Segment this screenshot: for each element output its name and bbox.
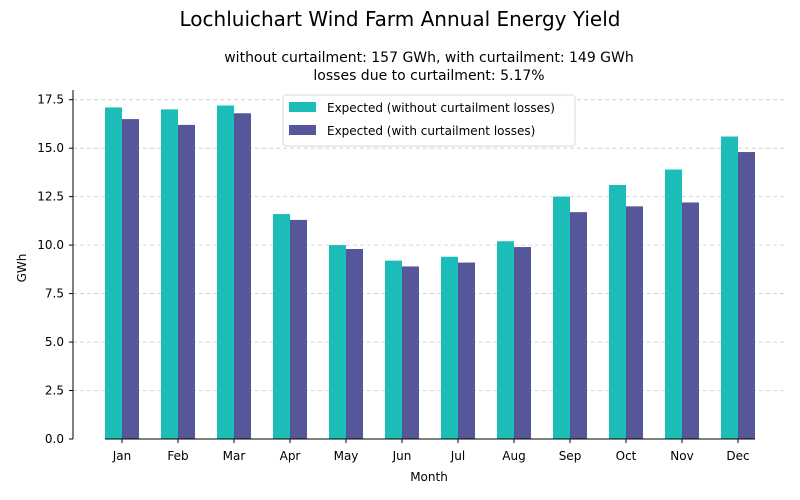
bar-sep-with-curtailment <box>570 212 587 439</box>
tick-labels: 0.0 2.5 5.0 7.5 10.0 12.5 15.0 17.5 Jan Feb Mar Apr… <box>37 93 749 463</box>
legend-frame <box>282 94 576 147</box>
bar-jan-without-curtailment <box>105 107 122 439</box>
legend-label-with-curtailment: Expected (with curtailment losses) <box>327 124 535 138</box>
x-tick-label: Jul <box>450 449 465 463</box>
bar-feb-with-curtailment <box>178 124 195 440</box>
bar-jun-with-curtailment <box>402 266 419 439</box>
legend-label-without-curtailment: Expected (without curtailment losses) <box>327 101 555 115</box>
x-tick-label: Nov <box>670 449 693 463</box>
y-axis-label: GWh <box>15 254 29 283</box>
bar-mar-without-curtailment <box>217 105 234 439</box>
bar-dec-without-curtailment <box>721 136 738 440</box>
bars <box>105 105 755 440</box>
x-tick-label: Mar <box>223 449 246 463</box>
bar-jul-without-curtailment <box>441 256 458 439</box>
x-tick-label: Dec <box>726 449 749 463</box>
y-tick-label: 0.0 <box>45 432 64 446</box>
y-tick-label: 2.5 <box>45 384 64 398</box>
x-tick-label: Oct <box>616 449 637 463</box>
x-tick-label: Sep <box>559 449 582 463</box>
x-tick-label: Apr <box>280 449 301 463</box>
legend-swatch-without-curtailment <box>289 102 316 112</box>
x-axis-label: Month <box>410 470 448 484</box>
chart-suptitle: Lochluichart Wind Farm Annual Energy Yie… <box>180 7 621 31</box>
bar-dec-with-curtailment <box>738 152 755 440</box>
x-tick-label: Aug <box>502 449 525 463</box>
bar-feb-without-curtailment <box>161 109 178 439</box>
bar-mar-with-curtailment <box>234 113 251 440</box>
chart-subtitle-line1: without curtailment: 157 GWh, with curta… <box>224 50 634 66</box>
bar-may-with-curtailment <box>346 248 363 439</box>
y-tick-label: 5.0 <box>45 335 64 349</box>
axes <box>69 90 755 443</box>
x-tick-label: Feb <box>167 449 188 463</box>
x-tick-label: Jan <box>112 449 132 463</box>
bar-oct-without-curtailment <box>609 185 626 439</box>
bar-may-without-curtailment <box>329 245 346 439</box>
bar-nov-without-curtailment <box>665 169 682 439</box>
y-tick-label: 10.0 <box>37 238 64 252</box>
chart-subtitle-line2: losses due to curtailment: 5.17% <box>313 68 544 84</box>
x-tick-label: Jun <box>392 449 412 463</box>
y-tick-label: 17.5 <box>37 93 64 107</box>
y-tick-label: 7.5 <box>45 287 64 301</box>
x-tick-label: May <box>334 449 359 463</box>
bar-aug-without-curtailment <box>497 241 514 439</box>
bar-aug-with-curtailment <box>514 247 531 439</box>
legend: Expected (without curtailment losses) Ex… <box>282 94 576 147</box>
bar-sep-without-curtailment <box>553 196 570 439</box>
bar-jan-with-curtailment <box>122 119 139 439</box>
y-tick-label: 12.5 <box>37 190 64 204</box>
bar-apr-with-curtailment <box>290 219 307 439</box>
legend-swatch-with-curtailment <box>289 125 316 135</box>
y-tick-label: 15.0 <box>37 141 64 155</box>
bar-oct-with-curtailment <box>626 206 643 439</box>
bar-nov-with-curtailment <box>682 202 699 439</box>
bar-jun-without-curtailment <box>385 260 402 439</box>
bar-apr-without-curtailment <box>273 214 290 439</box>
bar-jul-with-curtailment <box>458 262 475 439</box>
